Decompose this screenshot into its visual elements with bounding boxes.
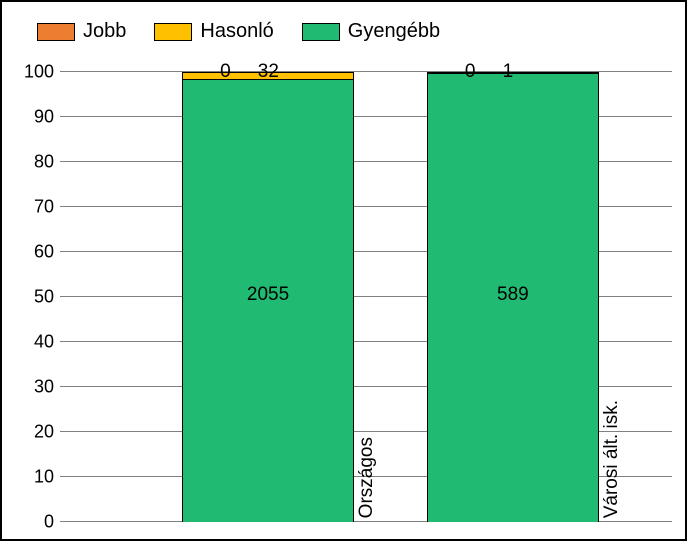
legend-swatch <box>302 23 340 41</box>
y-tick-label: 70 <box>34 197 54 218</box>
category-label: Országos <box>356 437 378 518</box>
bar-top-label-hasonlo: 1 <box>503 61 514 83</box>
bar-value-label: 2055 <box>182 284 353 306</box>
bar-group: 58901Városi ált. isk. <box>427 72 598 522</box>
chart-legend: Jobb Hasonló Gyengébb <box>37 20 440 43</box>
legend-item-jobb: Jobb <box>37 20 126 43</box>
y-tick-label: 10 <box>34 467 54 488</box>
plot-area: 01020304050607080901002055032Országos589… <box>60 72 672 522</box>
y-tick-label: 80 <box>34 152 54 173</box>
y-tick-label: 20 <box>34 422 54 443</box>
y-tick-label: 100 <box>24 62 54 83</box>
legend-label: Jobb <box>83 20 126 43</box>
bar-value-label: 589 <box>427 284 598 306</box>
legend-swatch <box>154 23 192 41</box>
bar-group: 2055032Országos <box>182 72 353 522</box>
y-tick-label: 40 <box>34 332 54 353</box>
legend-label: Gyengébb <box>348 20 440 43</box>
y-tick-label: 30 <box>34 377 54 398</box>
y-tick-label: 60 <box>34 242 54 263</box>
bar-top-label-jobb: 0 <box>220 61 231 83</box>
y-tick-label: 50 <box>34 287 54 308</box>
legend-label: Hasonló <box>200 20 273 43</box>
legend-item-gyengebb: Gyengébb <box>302 20 440 43</box>
legend-swatch <box>37 23 75 41</box>
y-tick-label: 0 <box>44 512 54 533</box>
bar-top-label-hasonlo: 32 <box>258 61 279 83</box>
chart-container: Jobb Hasonló Gyengébb 010203040506070809… <box>0 0 687 541</box>
y-tick-label: 90 <box>34 107 54 128</box>
legend-item-hasonlo: Hasonló <box>154 20 273 43</box>
bar-top-label-jobb: 0 <box>465 61 476 83</box>
category-label: Városi ált. isk. <box>601 400 623 518</box>
